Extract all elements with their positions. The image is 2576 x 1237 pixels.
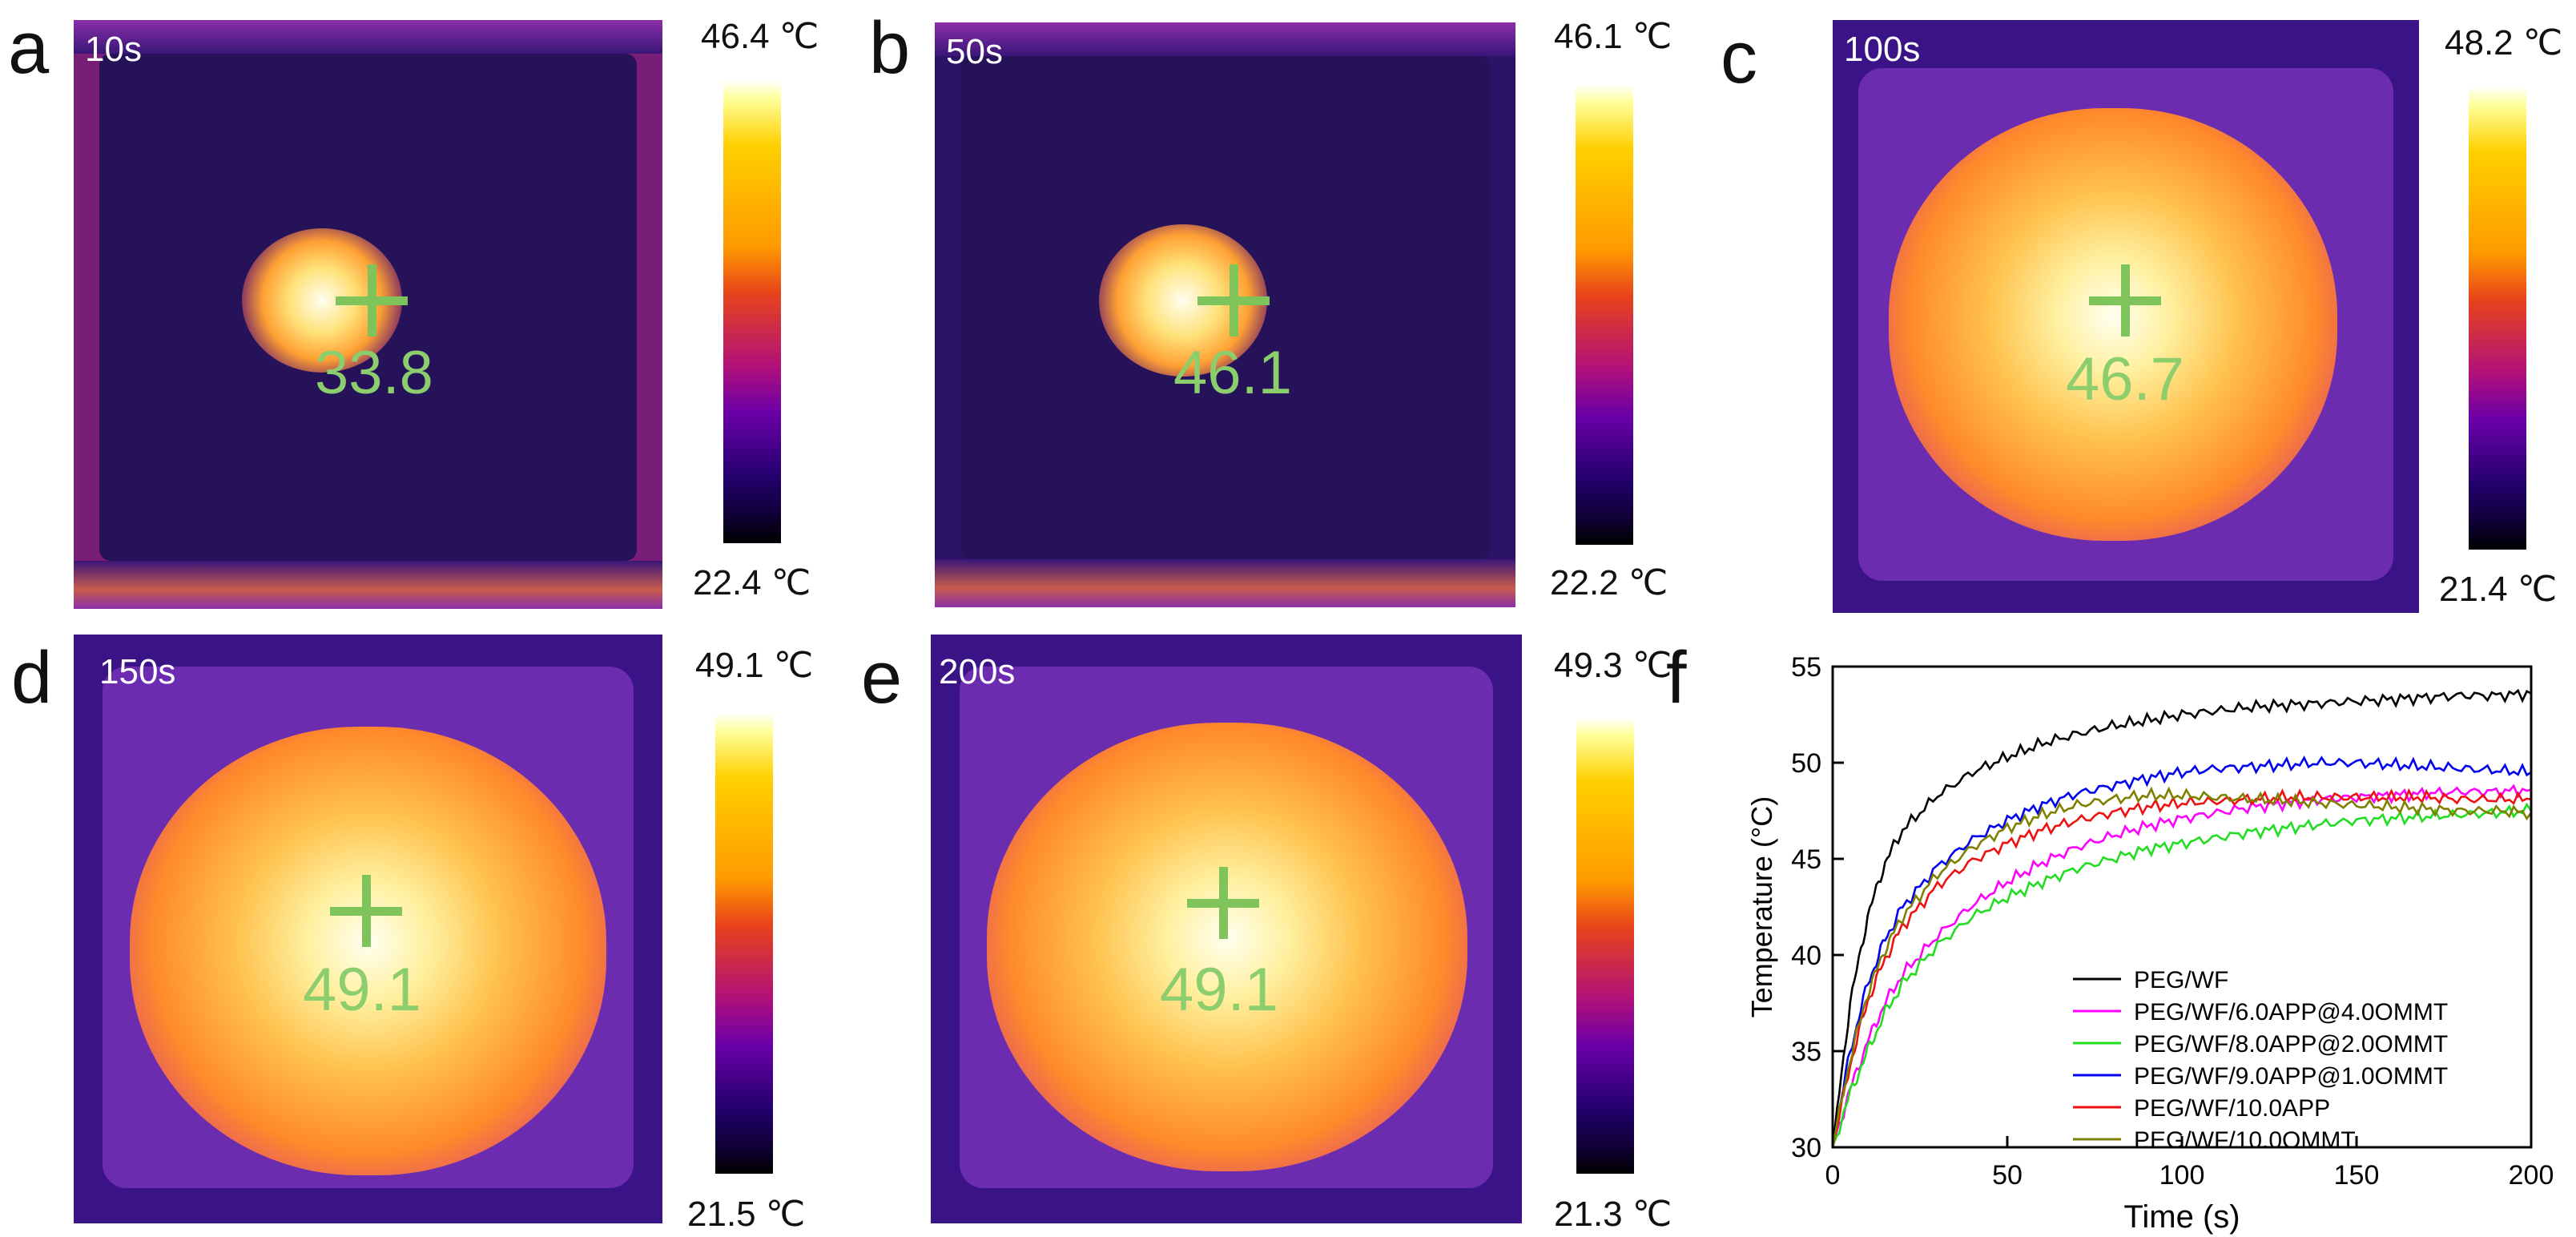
x-axis-label: Time (s) bbox=[2123, 1199, 2240, 1235]
time-label-e: 200s bbox=[939, 652, 1016, 691]
heat-spot bbox=[987, 723, 1467, 1171]
colorbar-max-c: 48.2 ℃ bbox=[2445, 23, 2563, 62]
y-tick-label: 50 bbox=[1791, 748, 1821, 779]
colorbar-max-a: 46.4 ℃ bbox=[701, 17, 819, 56]
time-label-c: 100s bbox=[1844, 30, 1921, 69]
panel-letter-d: d bbox=[11, 637, 53, 719]
colorbar-d bbox=[715, 713, 773, 1174]
thermal-image-e: 200s 49.1 bbox=[931, 635, 1522, 1223]
panel-letter-a: a bbox=[8, 7, 50, 89]
x-tick-label: 100 bbox=[2159, 1160, 2205, 1191]
crosshair-icon bbox=[1187, 867, 1259, 939]
time-label-d: 150s bbox=[99, 652, 176, 691]
crosshair-icon bbox=[330, 875, 402, 947]
x-tick-label: 150 bbox=[2334, 1160, 2380, 1191]
temperature-reading-b: 46.1 bbox=[1173, 339, 1292, 407]
series-line-6 bbox=[1831, 786, 2533, 1148]
colorbar-min-d: 21.5 ℃ bbox=[687, 1195, 806, 1234]
colorbar-e bbox=[1576, 717, 1634, 1174]
frame-bottom bbox=[935, 559, 1515, 607]
series-line-3 bbox=[1831, 802, 2533, 1148]
colorbar-max-e: 49.3 ℃ bbox=[1554, 646, 1672, 685]
temperature-reading-d: 49.1 bbox=[303, 956, 421, 1024]
thermal-image-d: 150s 49.1 bbox=[74, 635, 662, 1223]
x-tick-label: 0 bbox=[1825, 1160, 1841, 1191]
temperature-time-chart: 0 50 100 150 200 30 35 40 45 50 55 Time (s) Temperat… bbox=[1745, 652, 2554, 1235]
y-axis-label: Temperature (°C) bbox=[1745, 796, 1778, 1017]
panel-letter-f: f bbox=[1666, 637, 1687, 719]
colorbar-max-b: 46.1 ℃ bbox=[1554, 17, 1672, 56]
colorbar-min-c: 21.4 ℃ bbox=[2439, 570, 2558, 609]
colorbar-a bbox=[723, 80, 781, 543]
legend-label-6: PEG/WF/10.0OMMT bbox=[2134, 1127, 2356, 1154]
heat-spot bbox=[130, 727, 606, 1175]
legend-label-2: PEG/WF/6.0APP@4.0OMMT bbox=[2134, 999, 2448, 1025]
time-label-b: 50s bbox=[946, 32, 1003, 71]
crosshair-icon bbox=[1197, 264, 1270, 336]
y-tick-label: 30 bbox=[1791, 1133, 1821, 1163]
thermal-image-b: 50s 46.1 bbox=[935, 22, 1515, 607]
thermal-image-a: 10s 33.8 bbox=[74, 20, 662, 609]
colorbar-max-d: 49.1 ℃ bbox=[695, 646, 814, 685]
colorbar-b bbox=[1576, 84, 1633, 545]
panel-letter-e: e bbox=[861, 637, 903, 719]
colorbar-c bbox=[2469, 87, 2526, 550]
frame-top bbox=[935, 22, 1515, 56]
temperature-reading-a: 33.8 bbox=[315, 339, 433, 407]
y-tick-label: 40 bbox=[1791, 941, 1821, 971]
temperature-reading-c: 46.7 bbox=[2066, 345, 2184, 413]
frame-top bbox=[74, 20, 662, 54]
x-tick-label: 200 bbox=[2509, 1160, 2554, 1191]
crosshair-icon bbox=[2089, 264, 2161, 336]
legend-label-4: PEG/WF/9.0APP@1.0OMMT bbox=[2134, 1063, 2448, 1090]
legend-label-3: PEG/WF/8.0APP@2.0OMMT bbox=[2134, 1031, 2448, 1058]
y-tick-label: 55 bbox=[1791, 652, 1821, 683]
thermal-image-c: 100s 46.7 bbox=[1833, 20, 2419, 613]
heat-spot bbox=[1889, 108, 2337, 541]
y-tick-label: 45 bbox=[1791, 844, 1821, 875]
colorbar-min-b: 22.2 ℃ bbox=[1550, 563, 1668, 602]
series-line-5 bbox=[1831, 788, 2532, 1148]
colorbar-min-a: 22.4 ℃ bbox=[693, 563, 811, 602]
series-line-1 bbox=[1831, 688, 2532, 1148]
legend-label-1: PEG/WF bbox=[2134, 967, 2228, 993]
series-line-2 bbox=[1831, 784, 2532, 1148]
legend-label-5: PEG/WF/10.0APP bbox=[2134, 1095, 2330, 1122]
y-tick-label: 35 bbox=[1791, 1037, 1821, 1067]
frame-bottom bbox=[74, 561, 662, 609]
x-tick-label: 50 bbox=[1992, 1160, 2023, 1191]
time-label-a: 10s bbox=[85, 30, 142, 69]
temperature-reading-e: 49.1 bbox=[1160, 956, 1278, 1024]
panel-letter-b: b bbox=[869, 7, 911, 89]
series-line-4 bbox=[1831, 755, 2532, 1148]
panel-letter-c: c bbox=[1721, 17, 1757, 99]
colorbar-min-e: 21.3 ℃ bbox=[1554, 1195, 1672, 1234]
crosshair-icon bbox=[336, 264, 408, 336]
